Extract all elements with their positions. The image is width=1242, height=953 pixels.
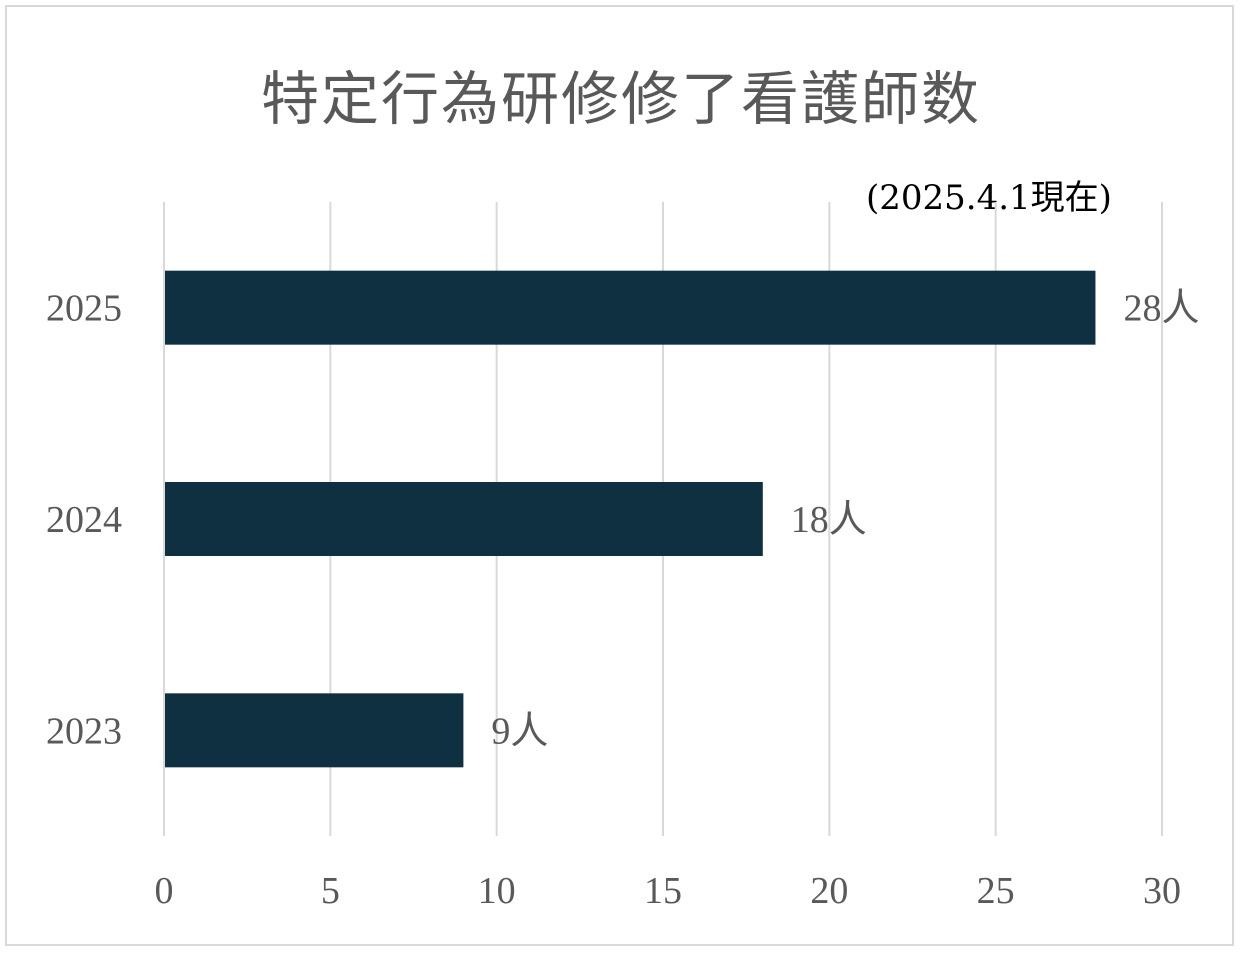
chart-frame	[5, 5, 1234, 946]
y-category-label: 2024	[46, 499, 122, 541]
x-axis-ticks: 0 5 10 15 20 25 30	[155, 870, 1182, 912]
chart-subtitle: (2025.4.1現在)	[866, 178, 1112, 218]
bars	[165, 270, 1096, 768]
data-labels: 28人 18人 9人	[491, 288, 1199, 753]
y-category-label: 2023	[46, 710, 122, 752]
chart-title: 特定行為研修修了看護師数	[260, 65, 981, 133]
x-tick-label: 20	[810, 870, 848, 912]
bar-2025	[165, 270, 1096, 345]
y-axis-categories: 2025 2024 2023	[46, 288, 122, 753]
y-category-label: 2025	[46, 288, 122, 330]
data-label: 9人	[491, 710, 548, 752]
bar-2023	[165, 693, 464, 768]
data-label: 18人	[791, 499, 867, 541]
x-tick-label: 25	[977, 870, 1015, 912]
x-tick-label: 0	[155, 870, 174, 912]
x-tick-label: 10	[478, 870, 516, 912]
data-label: 28人	[1123, 288, 1199, 330]
x-tick-label: 30	[1143, 870, 1181, 912]
x-tick-label: 5	[321, 870, 340, 912]
x-tick-label: 15	[644, 870, 682, 912]
bar-2024	[165, 482, 763, 556]
